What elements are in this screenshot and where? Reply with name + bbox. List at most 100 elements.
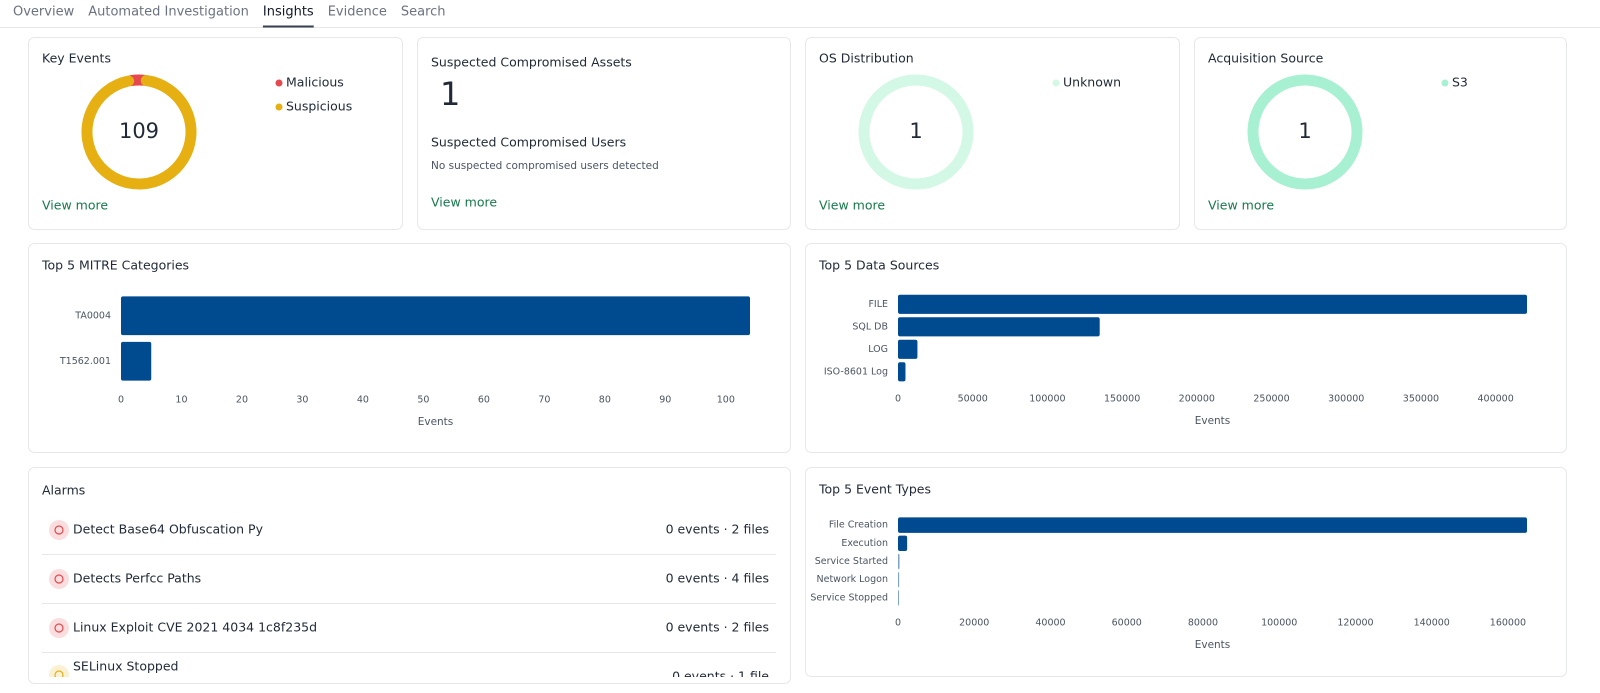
- alarm-summary: 0 events · 4 files: [666, 571, 769, 586]
- card-title: OS Distribution: [819, 51, 914, 66]
- donut-total: 1: [1298, 119, 1311, 143]
- view-more-link[interactable]: View more: [819, 198, 885, 213]
- bar: [898, 571, 900, 588]
- alarm-name[interactable]: SELinux Stopped: [73, 659, 178, 674]
- x-tick-label: 80000: [1188, 618, 1218, 629]
- donut-total: 1: [909, 119, 922, 143]
- x-tick-label: 10: [175, 395, 187, 406]
- x-tick-label: 90: [659, 395, 671, 406]
- users-title: Suspected Compromised Users: [431, 135, 626, 150]
- alarm-icon: [54, 670, 64, 677]
- legend-dot: [1052, 79, 1060, 87]
- y-tick-label: FILE: [868, 299, 888, 310]
- donut-segment: [81, 75, 197, 190]
- x-tick-label: 100000: [1261, 618, 1297, 629]
- x-tick-label: 40: [357, 395, 369, 406]
- view-more-link[interactable]: View more: [1208, 198, 1274, 213]
- donut-total: 109: [119, 119, 159, 143]
- bar: [121, 341, 152, 381]
- x-tick-label: 150000: [1104, 394, 1140, 405]
- legend-label: Malicious: [286, 75, 344, 90]
- card: [805, 467, 1567, 677]
- x-tick-label: 300000: [1328, 394, 1364, 405]
- x-tick-label: 120000: [1337, 618, 1373, 629]
- y-tick-label: Service Started: [815, 556, 888, 567]
- legend-label: Suspicious: [286, 99, 352, 114]
- alarm-icon-bg: [49, 520, 69, 540]
- x-tick-label: 60: [478, 395, 490, 406]
- x-tick-label: 100000: [1029, 394, 1065, 405]
- alarm-summary: 0 events · 2 files: [666, 620, 769, 635]
- y-tick-label: T1562.001: [59, 356, 111, 367]
- assets-title: Suspected Compromised Assets: [431, 55, 632, 70]
- x-tick-label: 350000: [1403, 394, 1439, 405]
- x-tick-label: 400000: [1477, 394, 1513, 405]
- tab[interactable]: Search: [401, 5, 446, 20]
- x-tick-label: 30: [296, 395, 308, 406]
- x-tick-label: 160000: [1490, 618, 1526, 629]
- tab[interactable]: Evidence: [328, 5, 387, 20]
- x-tick-label: 50000: [958, 394, 988, 405]
- y-tick-label: ISO-8601 Log: [824, 366, 888, 377]
- view-more-link[interactable]: View more: [42, 198, 108, 213]
- alarm-icon-bg: [49, 569, 69, 589]
- legend-dot: [275, 103, 283, 111]
- x-tick-label: 80: [599, 395, 611, 406]
- bar: [898, 294, 1527, 314]
- alarm-icon: [54, 525, 64, 535]
- donut-ring: [1247, 74, 1363, 190]
- x-tick-label: 70: [538, 395, 550, 406]
- alarm-name[interactable]: Detects Perfcc Paths: [73, 571, 201, 586]
- bar: [898, 317, 1100, 337]
- alarms-title: Alarms: [42, 483, 85, 498]
- alarm-name[interactable]: Detect Base64 Obfuscation Py: [73, 522, 264, 537]
- x-tick-label: 100: [717, 395, 735, 406]
- alarm-summary: 0 events · 2 files: [666, 522, 769, 537]
- assets-count: 1: [440, 75, 460, 113]
- y-tick-label: File Creation: [829, 520, 888, 531]
- x-tick-label: 200000: [1179, 394, 1215, 405]
- legend-dot: [275, 79, 283, 87]
- view-more-link[interactable]: View more: [431, 195, 497, 210]
- alarm-name[interactable]: Linux Exploit CVE 2021 4034 1c8f235d: [73, 620, 317, 635]
- bar: [898, 517, 1527, 533]
- x-axis-label: Events: [1195, 415, 1231, 427]
- y-tick-label: LOG: [868, 344, 888, 355]
- legend-label: Unknown: [1063, 75, 1121, 90]
- x-tick-label: 0: [895, 394, 901, 405]
- alarm-list: Detect Base64 Obfuscation Py 0 events · 2…: [42, 520, 776, 684]
- x-tick-label: 50: [417, 395, 429, 406]
- card: [805, 243, 1567, 453]
- card-title: Acquisition Source: [1208, 51, 1324, 66]
- card: [28, 243, 791, 453]
- tab[interactable]: Insights: [263, 5, 314, 20]
- x-tick-label: 140000: [1414, 618, 1450, 629]
- tab[interactable]: Overview: [13, 5, 75, 20]
- y-tick-label: Network Logon: [817, 574, 889, 585]
- x-axis-label: Events: [418, 416, 454, 428]
- tab[interactable]: Automated Investigation: [88, 5, 249, 20]
- bar: [898, 362, 906, 382]
- card-title: Top 5 MITRE Categories: [41, 258, 189, 273]
- card: [28, 467, 791, 684]
- y-tick-label: SQL DB: [852, 321, 888, 332]
- bar: [898, 339, 918, 359]
- card-title: Top 5 Event Types: [818, 482, 931, 497]
- x-tick-label: 20: [236, 395, 248, 406]
- x-tick-label: 60000: [1112, 618, 1142, 629]
- alarm-icon-bg: [49, 618, 69, 638]
- card-title: Top 5 Data Sources: [818, 258, 939, 273]
- x-axis-label: Events: [1195, 639, 1231, 651]
- alarm-summary: 0 events · 1 file: [672, 669, 769, 684]
- x-tick-label: 0: [895, 618, 901, 629]
- x-tick-label: 250000: [1253, 394, 1289, 405]
- bar: [898, 590, 899, 606]
- alarm-icon: [54, 574, 64, 584]
- legend-label: S3: [1452, 75, 1468, 90]
- users-text: No suspected compromised users detected: [431, 160, 659, 172]
- donut-ring: [858, 74, 974, 190]
- alarm-icon-bg: [49, 665, 69, 677]
- x-tick-label: 20000: [959, 618, 989, 629]
